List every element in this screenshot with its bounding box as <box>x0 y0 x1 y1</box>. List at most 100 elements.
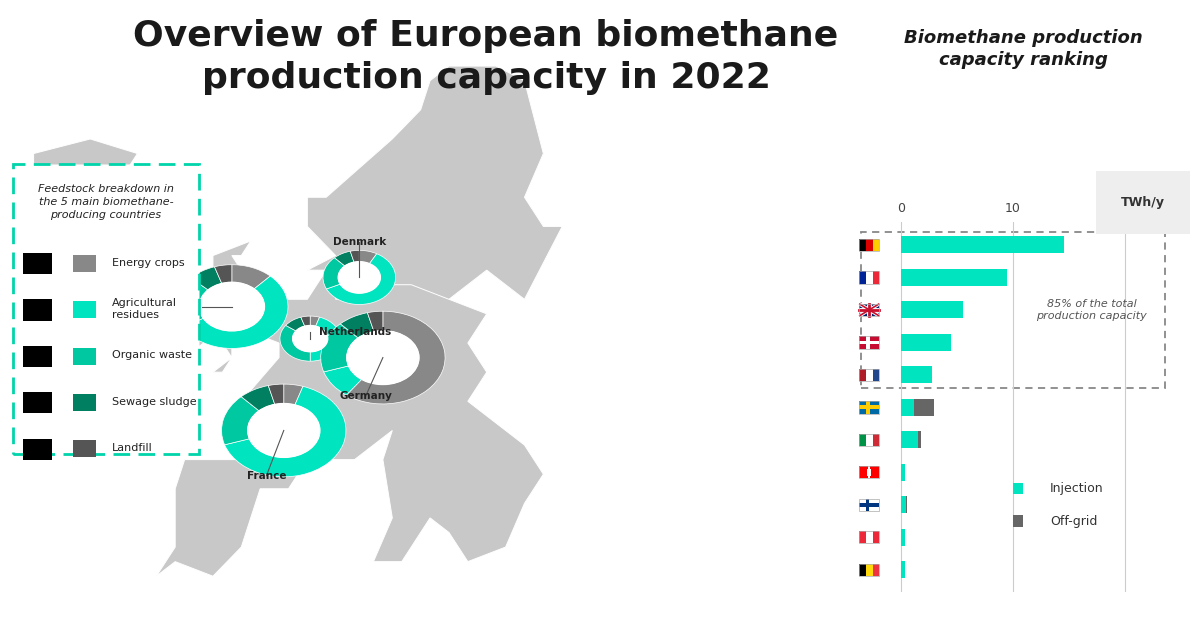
Bar <box>868 469 871 476</box>
Wedge shape <box>324 366 361 395</box>
Bar <box>859 368 880 381</box>
Bar <box>859 368 866 381</box>
Circle shape <box>247 404 320 457</box>
Wedge shape <box>301 316 310 327</box>
Text: Overview of European biomethane
production capacity in 2022: Overview of European biomethane producti… <box>133 19 839 95</box>
Bar <box>901 464 905 480</box>
Wedge shape <box>335 251 354 266</box>
Text: Denmark: Denmark <box>332 237 386 247</box>
Circle shape <box>293 326 328 352</box>
Bar <box>901 399 914 416</box>
Bar <box>23 346 52 367</box>
Bar <box>901 269 1008 286</box>
Bar <box>906 497 907 513</box>
Bar <box>872 564 880 576</box>
Bar <box>901 529 905 545</box>
Circle shape <box>347 331 419 384</box>
Circle shape <box>338 261 380 293</box>
Bar <box>73 348 96 365</box>
Bar <box>859 466 880 478</box>
Wedge shape <box>191 267 222 290</box>
Text: Energy crops: Energy crops <box>113 258 185 268</box>
Bar <box>901 236 1063 253</box>
Bar <box>1013 515 1022 527</box>
Bar <box>859 433 866 446</box>
Bar <box>859 531 866 544</box>
Polygon shape <box>34 139 138 183</box>
Wedge shape <box>232 265 270 289</box>
Bar <box>73 394 96 411</box>
Wedge shape <box>222 397 259 445</box>
Bar <box>866 271 872 283</box>
Bar <box>866 531 872 544</box>
Text: Agricultural
residues: Agricultural residues <box>113 298 178 320</box>
Wedge shape <box>175 278 208 327</box>
Bar <box>859 466 880 478</box>
Bar <box>23 253 52 274</box>
Bar <box>901 334 952 351</box>
Bar <box>859 336 880 348</box>
Bar <box>866 368 872 381</box>
Bar <box>859 239 880 251</box>
Bar <box>859 503 880 507</box>
Text: Germany: Germany <box>340 391 392 401</box>
Wedge shape <box>326 254 396 305</box>
Bar <box>859 406 880 409</box>
Bar <box>914 399 935 416</box>
Bar <box>866 433 872 446</box>
Wedge shape <box>347 311 445 404</box>
Text: Biomethane production
capacity ranking: Biomethane production capacity ranking <box>905 29 1142 69</box>
Wedge shape <box>310 316 319 327</box>
Bar <box>866 564 872 576</box>
Text: Off-grid: Off-grid <box>1050 515 1098 527</box>
Bar <box>859 498 880 511</box>
Text: Injection: Injection <box>1050 482 1104 495</box>
Bar <box>859 271 866 283</box>
Text: France: France <box>247 471 287 480</box>
Bar <box>859 336 880 348</box>
Wedge shape <box>367 311 383 332</box>
Bar <box>859 498 880 511</box>
Text: Landfill: Landfill <box>113 443 154 453</box>
Bar <box>859 401 880 413</box>
Polygon shape <box>212 241 251 372</box>
Bar <box>73 301 96 318</box>
Wedge shape <box>224 386 346 477</box>
Text: Sewage sludge: Sewage sludge <box>113 397 197 407</box>
Wedge shape <box>215 265 232 283</box>
Wedge shape <box>359 251 377 263</box>
Wedge shape <box>286 317 305 331</box>
Bar <box>872 271 880 283</box>
Bar <box>918 431 920 448</box>
Bar <box>862 232 1165 388</box>
Wedge shape <box>310 317 341 361</box>
Bar <box>868 466 870 478</box>
Bar <box>859 304 880 316</box>
Bar <box>73 255 96 272</box>
Bar <box>859 564 866 576</box>
Text: Netherlands: Netherlands <box>319 327 391 337</box>
Polygon shape <box>166 299 204 357</box>
Bar <box>1013 483 1022 494</box>
Wedge shape <box>350 251 359 262</box>
Bar <box>859 304 880 316</box>
Wedge shape <box>241 386 275 411</box>
Bar <box>859 531 880 544</box>
Text: 85% of the total
production capacity: 85% of the total production capacity <box>1037 299 1147 321</box>
Bar <box>901 301 962 318</box>
Bar <box>866 336 870 348</box>
Bar <box>859 341 880 344</box>
Bar <box>872 433 880 446</box>
Bar <box>901 497 906 513</box>
Bar <box>901 431 918 448</box>
Polygon shape <box>336 270 373 299</box>
Bar <box>23 299 52 321</box>
Bar <box>872 239 880 251</box>
Wedge shape <box>283 384 302 405</box>
Circle shape <box>199 282 264 331</box>
FancyBboxPatch shape <box>13 164 199 454</box>
Wedge shape <box>280 325 310 361</box>
Bar <box>865 498 870 511</box>
Bar <box>866 239 872 251</box>
Bar <box>23 439 52 460</box>
